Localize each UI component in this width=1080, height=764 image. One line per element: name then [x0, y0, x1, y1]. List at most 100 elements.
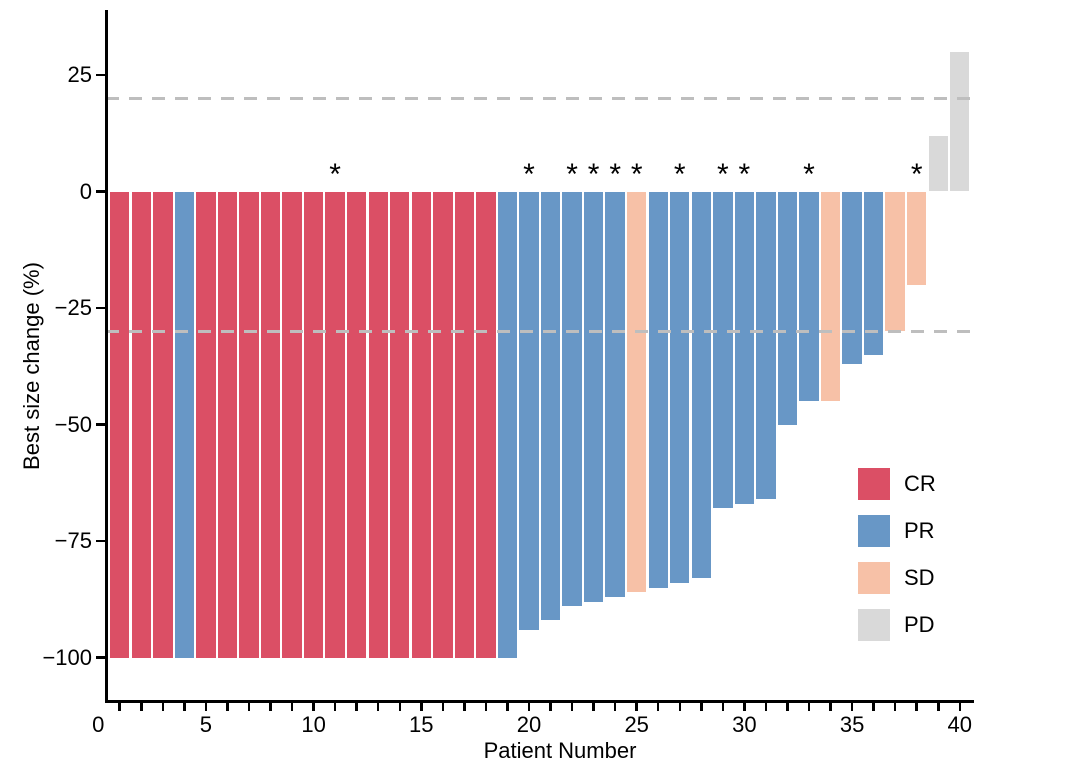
- bar-patient-16-CR: [433, 191, 453, 658]
- bar-patient-14-CR: [390, 191, 410, 658]
- y-tick-label--100: −100: [42, 644, 92, 670]
- bar-patient-2-CR: [131, 191, 151, 658]
- bar-patient-40-PD: [950, 51, 970, 192]
- bar-patient-10-CR: [303, 191, 324, 658]
- bar-patient-36-PR: [863, 191, 884, 355]
- reference-line-upper-threshold: [106, 96, 972, 100]
- x-tick-17: [463, 703, 466, 711]
- asterisk-patient-38: *: [910, 158, 923, 191]
- bar-patient-20-PR: [519, 191, 539, 630]
- y-tick-25: [96, 73, 105, 77]
- x-tick-3: [161, 703, 165, 711]
- x-tick-15: [420, 703, 423, 711]
- bar-patient-38-SD: [907, 191, 927, 285]
- y-tick-label-0: 0: [79, 178, 92, 204]
- x-tick-38: [915, 703, 918, 711]
- bar-patient-34-SD: [820, 191, 841, 402]
- asterisk-patient-20: *: [523, 158, 535, 191]
- x-tick-12: [355, 703, 358, 711]
- bar-patient-11-CR: [325, 191, 345, 658]
- x-tick-28: [700, 703, 703, 711]
- bar-patient-7-CR: [239, 191, 259, 658]
- y-tick-label--75: −75: [54, 528, 92, 553]
- bar-patient-4-PR: [174, 191, 195, 658]
- bar-patient-32-PR: [777, 191, 798, 425]
- x-tick-label-40: 40: [947, 712, 973, 737]
- bar-patient-23-PR: [583, 191, 604, 602]
- bar-patient-24-PR: [605, 191, 625, 597]
- x-tick-32: [786, 703, 789, 711]
- bar-patient-39-PD: [928, 135, 948, 192]
- bar-patient-22-PR: [562, 191, 582, 607]
- x-tick-16: [441, 703, 445, 711]
- x-tick-1: [118, 703, 121, 711]
- y-tick--100: [96, 656, 105, 659]
- bar-patient-15-CR: [411, 191, 431, 658]
- bar-patient-19-PR: [497, 191, 518, 658]
- y-tick-label--50: −50: [54, 411, 92, 437]
- x-tick-6: [226, 703, 229, 711]
- asterisk-patient-33: *: [803, 158, 815, 191]
- y-tick--25: [96, 306, 105, 310]
- x-tick-10: [312, 703, 315, 711]
- asterisk-patient-25: *: [630, 158, 643, 191]
- y-axis-line: [104, 10, 108, 703]
- x-axis-line: [104, 700, 974, 703]
- x-tick-label-10: 10: [301, 712, 326, 737]
- bar-patient-33-PR: [799, 191, 819, 402]
- x-tick-25: [635, 703, 638, 711]
- asterisk-patient-27: *: [673, 158, 686, 191]
- legend-label-SD: SD: [904, 565, 935, 590]
- asterisk-patient-11: *: [329, 158, 341, 191]
- x-tick-11: [333, 703, 337, 711]
- x-tick-7: [247, 703, 251, 711]
- x-tick-13: [376, 703, 380, 711]
- x-tick-35: [850, 703, 854, 711]
- y-tick--50: [96, 423, 105, 426]
- x-tick-31: [764, 703, 768, 711]
- legend-item-CR: CR: [858, 468, 978, 500]
- legend-swatch-PR: [858, 515, 890, 547]
- x-tick-39: [937, 703, 940, 711]
- x-tick-4: [183, 703, 186, 711]
- x-tick-2: [140, 703, 143, 711]
- x-tick-label-15: 15: [409, 712, 434, 737]
- x-tick-label-30: 30: [732, 712, 757, 737]
- x-tick-14: [398, 703, 401, 711]
- x-tick-36: [872, 703, 875, 711]
- x-tick-30: [743, 703, 746, 711]
- bar-patient-17-CR: [454, 191, 475, 658]
- bar-patient-26-PR: [648, 191, 668, 588]
- legend-swatch-SD: [858, 562, 890, 594]
- bar-patient-30-PR: [734, 191, 755, 504]
- x-tick-24: [613, 703, 617, 711]
- bar-patient-9-CR: [282, 191, 302, 658]
- x-tick-label-20: 20: [516, 712, 542, 737]
- x-tick-40: [958, 703, 962, 711]
- x-tick-label-0: 0: [92, 712, 105, 737]
- bar-patient-3-CR: [153, 191, 173, 658]
- reference-line-lower-threshold: [106, 329, 972, 333]
- x-axis-title: Patient Number: [483, 738, 637, 763]
- asterisk-patient-30: *: [738, 158, 751, 191]
- asterisk-patient-24: *: [609, 158, 621, 191]
- x-tick-33: [807, 703, 811, 711]
- bar-patient-31-PR: [756, 191, 776, 500]
- bar-patient-18-CR: [476, 191, 496, 658]
- x-tick-5: [204, 703, 208, 711]
- y-tick--75: [96, 539, 105, 543]
- x-tick-21: [549, 703, 552, 711]
- bar-patient-35-PR: [842, 191, 862, 364]
- legend-swatch-CR: [858, 468, 890, 500]
- bar-patient-25-SD: [627, 191, 647, 593]
- x-tick-20: [527, 703, 531, 711]
- bar-patient-21-PR: [540, 191, 561, 621]
- bar-patient-6-CR: [217, 191, 238, 658]
- x-tick-8: [269, 703, 272, 711]
- y-tick-label-25: 25: [67, 62, 92, 87]
- x-tick-22: [570, 703, 574, 711]
- legend-item-PD: PD: [858, 609, 978, 641]
- x-tick-23: [592, 703, 595, 711]
- y-tick-0: [96, 190, 105, 193]
